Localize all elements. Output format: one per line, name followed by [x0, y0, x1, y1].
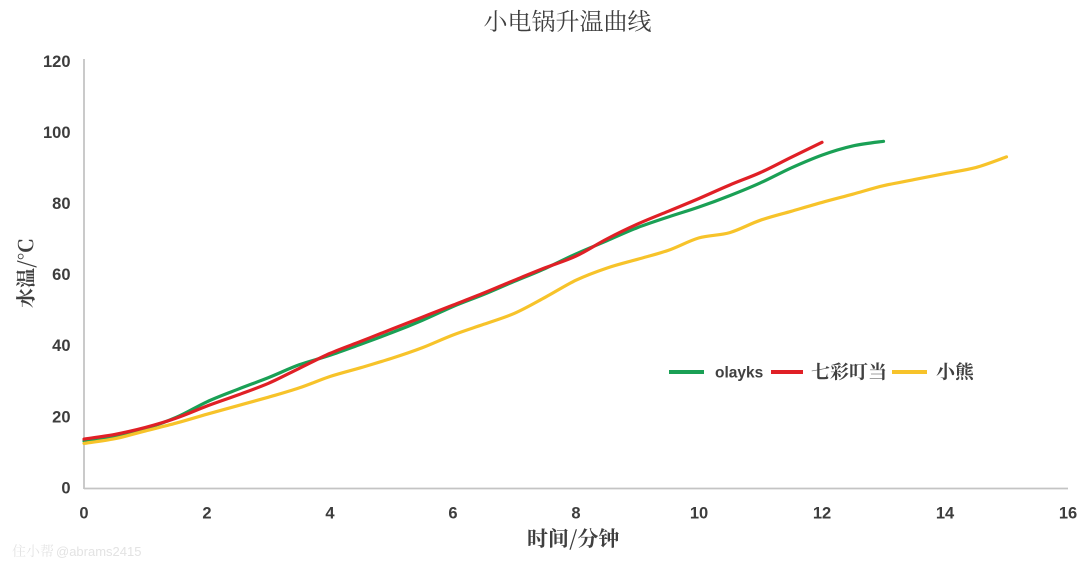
svg-text:0: 0 [79, 505, 88, 523]
svg-text:4: 4 [325, 505, 335, 523]
svg-text:6: 6 [448, 505, 457, 523]
svg-text:100: 100 [43, 124, 71, 142]
svg-text:0: 0 [61, 479, 70, 497]
svg-text:10: 10 [690, 505, 708, 523]
svg-text:80: 80 [52, 195, 70, 213]
svg-text:60: 60 [52, 266, 70, 284]
svg-text:olayks: olayks [715, 365, 763, 382]
svg-text:14: 14 [936, 505, 955, 523]
svg-text:12: 12 [813, 505, 831, 523]
svg-text:20: 20 [52, 408, 70, 426]
svg-text:2: 2 [202, 505, 211, 523]
svg-text:120: 120 [43, 53, 71, 71]
svg-text:8: 8 [571, 505, 580, 523]
svg-text:16: 16 [1059, 505, 1077, 523]
svg-text:40: 40 [52, 337, 70, 355]
svg-text:@abrams2415: @abrams2415 [56, 544, 141, 559]
